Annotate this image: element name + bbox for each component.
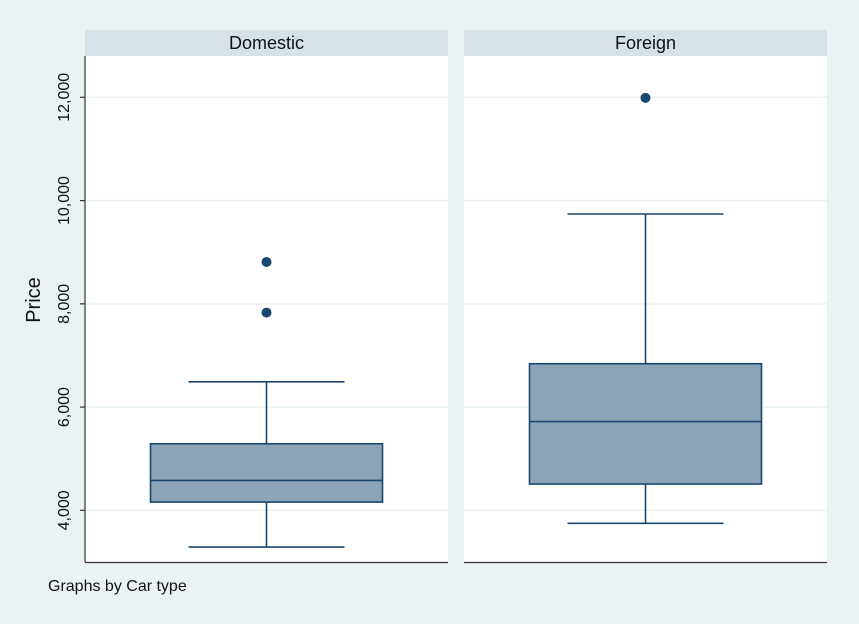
panel-title: Foreign	[615, 33, 676, 53]
panel-strip	[85, 30, 448, 56]
y-tick-label: 4,000	[56, 490, 73, 530]
y-tick-label: 6,000	[56, 387, 73, 427]
outlier-point	[640, 92, 651, 103]
box	[528, 362, 763, 485]
axis-layer: Price 4,000 6,000 8,000 10,000 12,000	[23, 56, 86, 562]
panel-foreign: Foreign	[464, 30, 827, 564]
panel-layer: Domestic Foreign	[85, 30, 827, 564]
outlier-point	[261, 307, 272, 318]
box	[149, 442, 384, 503]
by-variable-note: Graphs by Car type	[48, 578, 187, 595]
panel-domestic: Domestic	[85, 30, 448, 564]
panel-title: Domestic	[229, 33, 304, 53]
outlier-point	[261, 257, 272, 268]
y-tick-label: 8,000	[56, 284, 73, 324]
y-tick-label: 12,000	[56, 73, 73, 122]
y-axis-label: Price	[23, 277, 45, 323]
panel-strip	[464, 30, 827, 56]
y-tick-label: 10,000	[56, 176, 73, 225]
